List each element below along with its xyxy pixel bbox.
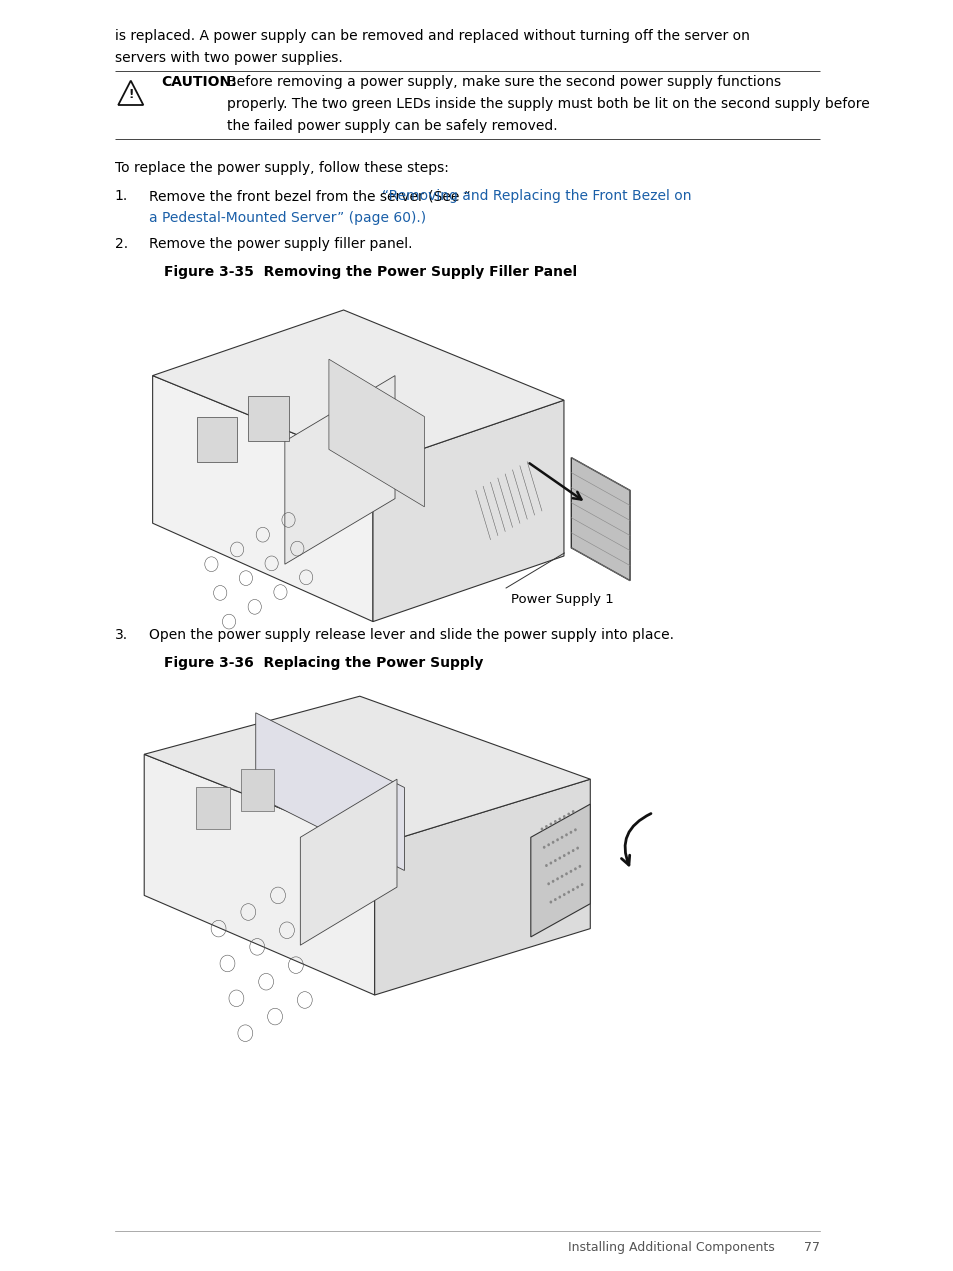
Text: Installing Additional Components: Installing Additional Components <box>567 1240 774 1254</box>
Circle shape <box>574 829 577 831</box>
Text: 2.: 2. <box>114 236 128 250</box>
Circle shape <box>564 872 567 876</box>
Circle shape <box>544 825 547 827</box>
Circle shape <box>571 810 574 813</box>
Circle shape <box>576 846 578 849</box>
Circle shape <box>554 820 557 824</box>
Circle shape <box>547 843 550 846</box>
Text: servers with two power supplies.: servers with two power supplies. <box>114 51 342 65</box>
Circle shape <box>560 836 563 839</box>
Polygon shape <box>248 397 288 441</box>
Text: CAUTION:: CAUTION: <box>161 75 236 89</box>
Circle shape <box>551 880 554 883</box>
Circle shape <box>556 877 558 881</box>
Polygon shape <box>152 376 373 622</box>
Text: properly. The two green LEDs inside the supply must both be lit on the second su: properly. The two green LEDs inside the … <box>227 97 868 111</box>
Circle shape <box>562 894 565 896</box>
Text: the failed power supply can be safely removed.: the failed power supply can be safely re… <box>227 119 557 133</box>
Polygon shape <box>329 360 424 507</box>
Text: Remove the power supply filler panel.: Remove the power supply filler panel. <box>149 236 412 250</box>
Text: Figure 3-35  Removing the Power Supply Filler Panel: Figure 3-35 Removing the Power Supply Fi… <box>164 264 577 280</box>
Circle shape <box>560 874 563 878</box>
Text: 3.: 3. <box>114 628 128 642</box>
Circle shape <box>564 834 567 836</box>
Circle shape <box>554 859 557 862</box>
Polygon shape <box>530 805 590 937</box>
Circle shape <box>578 864 580 868</box>
Circle shape <box>549 822 552 825</box>
Polygon shape <box>144 754 375 995</box>
Circle shape <box>558 817 560 821</box>
Polygon shape <box>375 779 590 995</box>
Circle shape <box>569 831 572 834</box>
Circle shape <box>558 896 560 899</box>
Polygon shape <box>144 697 590 845</box>
Circle shape <box>558 857 560 859</box>
Polygon shape <box>373 400 563 622</box>
Text: To replace the power supply, follow these steps:: To replace the power supply, follow thes… <box>114 161 448 175</box>
Text: a Pedestal-Mounted Server” (page 60).): a Pedestal-Mounted Server” (page 60).) <box>149 211 425 225</box>
Circle shape <box>571 888 574 891</box>
Circle shape <box>551 841 554 844</box>
Circle shape <box>554 899 557 901</box>
Text: !: ! <box>128 88 133 100</box>
Polygon shape <box>255 713 404 871</box>
Text: Power Supply 1: Power Supply 1 <box>510 594 613 606</box>
Circle shape <box>547 882 550 886</box>
Circle shape <box>540 827 542 830</box>
Polygon shape <box>240 769 274 811</box>
Circle shape <box>567 812 570 816</box>
Circle shape <box>562 854 565 857</box>
Circle shape <box>562 815 565 819</box>
Circle shape <box>542 845 545 849</box>
Text: “Removing and Replacing the Front Bezel on: “Removing and Replacing the Front Bezel … <box>382 189 691 203</box>
Text: Figure 3-36  Replacing the Power Supply: Figure 3-36 Replacing the Power Supply <box>164 656 483 670</box>
Circle shape <box>576 886 578 888</box>
Polygon shape <box>152 310 563 465</box>
Circle shape <box>544 864 547 867</box>
Text: 1.: 1. <box>114 189 128 203</box>
Circle shape <box>549 862 552 864</box>
Circle shape <box>556 839 558 841</box>
Polygon shape <box>300 779 396 946</box>
Circle shape <box>574 867 577 871</box>
Polygon shape <box>196 417 237 461</box>
Text: Before removing a power supply, make sure the second power supply functions: Before removing a power supply, make sur… <box>227 75 780 89</box>
Text: 77: 77 <box>802 1240 819 1254</box>
Circle shape <box>580 883 583 886</box>
Circle shape <box>571 849 574 852</box>
Text: is replaced. A power supply can be removed and replaced without turning off the : is replaced. A power supply can be remov… <box>114 29 749 43</box>
Polygon shape <box>285 376 395 564</box>
Polygon shape <box>571 458 629 581</box>
Text: Remove the front bezel from the server (See “: Remove the front bezel from the server (… <box>149 189 470 203</box>
Circle shape <box>549 901 552 904</box>
Circle shape <box>567 852 570 854</box>
Text: Open the power supply release lever and slide the power supply into place.: Open the power supply release lever and … <box>149 628 673 642</box>
Circle shape <box>567 891 570 894</box>
Polygon shape <box>196 788 230 829</box>
Circle shape <box>569 869 572 873</box>
